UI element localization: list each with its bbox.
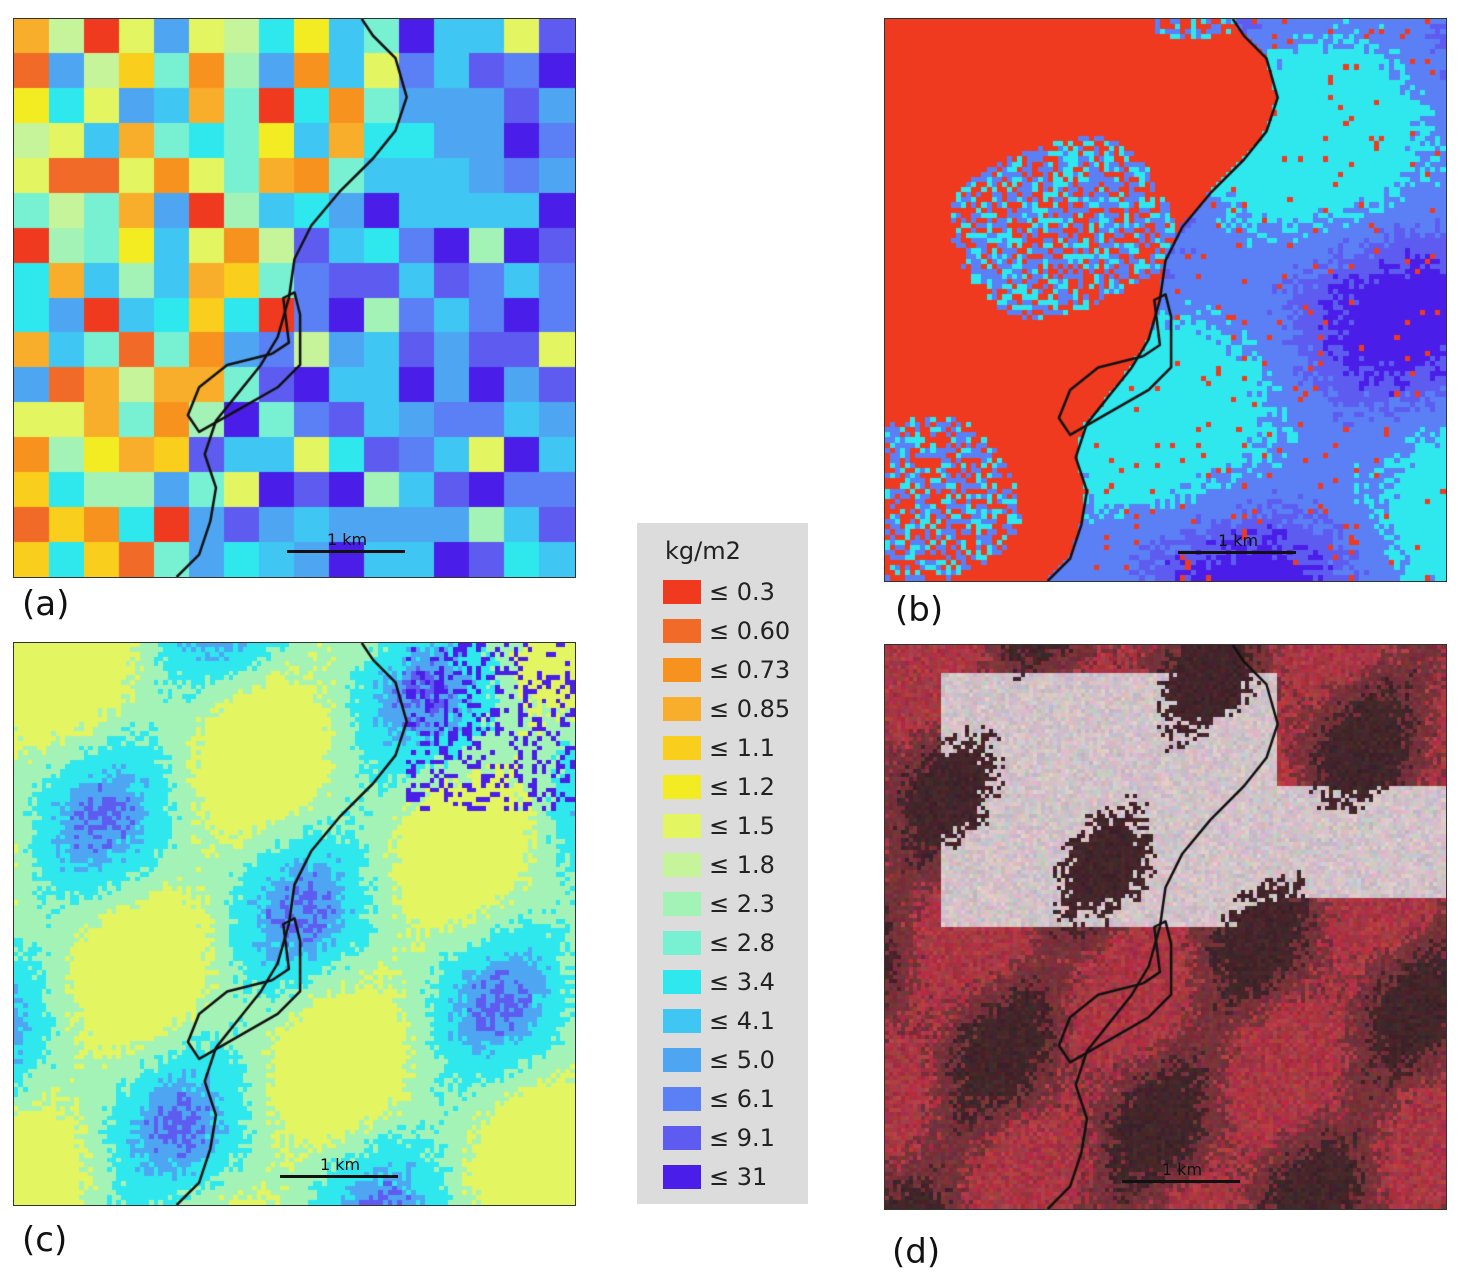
map-raster-d [885, 645, 1446, 1209]
legend-swatch [663, 736, 701, 760]
map-panel-a [13, 18, 576, 578]
legend-swatch [663, 1048, 701, 1072]
legend-label: ≤ 3.4 [709, 968, 775, 996]
legend-item: ≤ 1.5 [663, 811, 775, 841]
legend-label: ≤ 0.73 [709, 656, 791, 684]
scale-bar-label: 1 km [1217, 531, 1259, 550]
legend-label: ≤ 9.1 [709, 1124, 775, 1152]
legend-item: ≤ 31 [663, 1162, 767, 1192]
legend-swatch [663, 970, 701, 994]
legend-item: ≤ 4.1 [663, 1006, 775, 1036]
legend-title: kg/m2 [665, 537, 741, 565]
legend-item: ≤ 3.4 [663, 967, 775, 997]
legend-swatch [663, 814, 701, 838]
legend-item: ≤ 0.60 [663, 616, 790, 646]
legend-label: ≤ 5.0 [709, 1046, 775, 1074]
legend-label: ≤ 1.1 [709, 734, 775, 762]
legend-item: ≤ 6.1 [663, 1084, 775, 1114]
map-raster-c [14, 643, 575, 1205]
legend-item: ≤ 2.3 [663, 889, 775, 919]
panel-label-d: (d) [892, 1232, 941, 1272]
map-panel-b [884, 18, 1447, 582]
scale-bar-label: 1 km [1161, 1160, 1203, 1179]
map-raster-b [885, 19, 1446, 581]
legend-swatch [663, 1165, 701, 1189]
legend-item: ≤ 0.3 [663, 577, 775, 607]
panel-label-a: (a) [22, 584, 70, 624]
legend-swatch [663, 697, 701, 721]
scale-bar-line [280, 1175, 398, 1178]
legend-swatch [663, 853, 701, 877]
legend-label: ≤ 4.1 [709, 1007, 775, 1035]
scale-bar-line [1122, 1180, 1240, 1183]
legend-swatch [663, 775, 701, 799]
scale-bar-line [287, 550, 405, 553]
legend-label: ≤ 1.2 [709, 773, 775, 801]
legend-item: ≤ 1.2 [663, 772, 775, 802]
legend-item: ≤ 1.8 [663, 850, 775, 880]
legend-swatch [663, 1126, 701, 1150]
map-panel-c [13, 642, 576, 1206]
legend-swatch [663, 580, 701, 604]
legend-label: ≤ 0.3 [709, 578, 775, 606]
legend-item: ≤ 2.8 [663, 928, 775, 958]
legend-label: ≤ 31 [709, 1163, 768, 1191]
legend-swatch [663, 1087, 701, 1111]
legend-label: ≤ 0.85 [709, 695, 791, 723]
legend-label: ≤ 0.60 [709, 617, 791, 645]
legend-item: ≤ 1.1 [663, 733, 775, 763]
legend-label: ≤ 2.8 [709, 929, 775, 957]
legend-label: ≤ 1.5 [709, 812, 775, 840]
legend-label: ≤ 1.8 [709, 851, 775, 879]
scale-bar-label: 1 km [326, 530, 368, 549]
legend-swatch [663, 1009, 701, 1033]
legend-item: ≤ 5.0 [663, 1045, 775, 1075]
scale-bar-line [1178, 551, 1296, 554]
scale-bar-label: 1 km [319, 1155, 361, 1174]
legend-swatch [663, 619, 701, 643]
map-panel-d [884, 644, 1447, 1210]
panel-label-b: (b) [895, 590, 944, 630]
legend-item: ≤ 0.85 [663, 694, 790, 724]
legend-swatch [663, 892, 701, 916]
map-raster-a [14, 19, 575, 577]
legend: kg/m2 ≤ 0.3 ≤ 0.60 ≤ 0.73 ≤ 0.85 ≤ 1.1 ≤ 1.2 ≤… [637, 523, 808, 1204]
legend-item: ≤ 9.1 [663, 1123, 775, 1153]
legend-item: ≤ 0.73 [663, 655, 790, 685]
legend-label: ≤ 6.1 [709, 1085, 775, 1113]
panel-label-c: (c) [22, 1220, 68, 1260]
legend-swatch [663, 931, 701, 955]
legend-label: ≤ 2.3 [709, 890, 775, 918]
legend-swatch [663, 658, 701, 682]
